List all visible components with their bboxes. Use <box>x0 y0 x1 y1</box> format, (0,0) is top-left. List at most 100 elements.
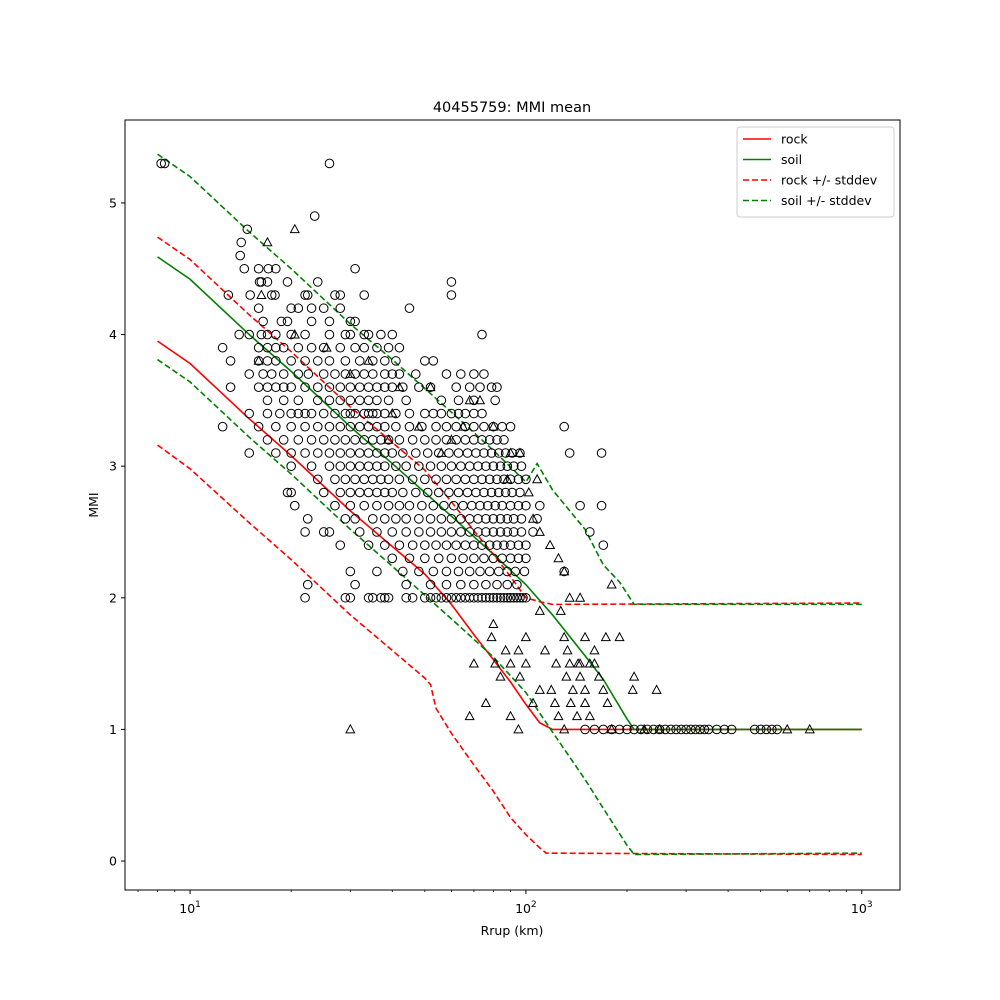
triangle-point <box>527 697 539 707</box>
circle-point <box>475 500 485 511</box>
triangle-point <box>505 658 516 668</box>
circle-point <box>411 448 421 458</box>
circle-point <box>513 474 524 485</box>
circle-point <box>253 263 264 274</box>
circle-point <box>473 527 483 537</box>
triangle-point <box>505 710 516 721</box>
circle-point <box>368 408 378 419</box>
circle-point <box>404 553 415 564</box>
circle-point <box>217 421 228 432</box>
circle-point <box>306 303 317 314</box>
circle-point <box>156 158 166 169</box>
circle-point <box>324 448 335 458</box>
circle-point <box>379 540 390 550</box>
circle-point <box>420 540 430 550</box>
circle-point <box>376 474 386 485</box>
circle-point <box>420 553 430 564</box>
triangle-point <box>606 723 617 734</box>
circle-point <box>394 540 405 550</box>
circle-point <box>276 316 287 327</box>
circle-point <box>324 356 335 366</box>
circle-point <box>492 540 502 550</box>
circle-point <box>711 724 722 735</box>
circle-point <box>286 408 296 419</box>
circle-point <box>484 592 495 603</box>
circle-point <box>479 448 489 458</box>
circle-point <box>306 408 317 419</box>
circle-point <box>391 408 401 419</box>
circle-point <box>585 527 595 537</box>
circle-point <box>404 421 415 432</box>
circle-point <box>340 474 351 485</box>
circle-point <box>436 461 447 471</box>
circle-point <box>475 566 485 577</box>
circle-point <box>767 724 777 735</box>
circle-point <box>350 579 360 590</box>
x-axis-label: Rrup (km) <box>481 923 544 938</box>
circle-point <box>335 290 346 300</box>
circle-point <box>513 540 524 550</box>
circle-point <box>350 369 360 379</box>
circle-point <box>451 382 461 393</box>
circle-point <box>335 421 346 432</box>
circle-point <box>242 224 253 235</box>
circle-point <box>239 263 250 274</box>
circle-point <box>681 724 691 735</box>
circle-point <box>359 290 370 300</box>
triangle-point <box>579 631 591 642</box>
circle-point <box>492 474 502 485</box>
triangle-point <box>394 381 405 392</box>
circle-point <box>444 448 454 458</box>
circle-point <box>330 369 340 379</box>
circle-point <box>387 487 398 498</box>
circle-point <box>441 566 452 577</box>
circle-point <box>306 342 317 353</box>
circle-point <box>755 724 766 735</box>
circle-point <box>516 461 527 471</box>
circle-point <box>324 158 335 169</box>
circle-point <box>394 435 405 445</box>
circle-point <box>481 514 491 524</box>
circle-point <box>502 579 513 590</box>
circle-point <box>394 342 405 353</box>
circle-point <box>420 592 430 603</box>
triangle-point <box>495 671 506 681</box>
circle-point <box>505 540 516 550</box>
circle-point <box>293 342 304 353</box>
triangle-point <box>593 671 605 681</box>
circle-point <box>225 356 236 366</box>
circle-point <box>318 369 329 379</box>
triangle-point <box>505 447 516 457</box>
circle-point <box>340 369 351 379</box>
circle-point <box>302 514 313 524</box>
circle-point <box>453 408 464 419</box>
circle-point <box>469 369 479 379</box>
circle-point <box>479 369 489 379</box>
circle-point <box>493 448 504 458</box>
circle-point <box>372 408 382 419</box>
circle-point <box>425 579 436 590</box>
circle-point <box>379 461 390 471</box>
circle-point <box>469 579 479 590</box>
circle-point <box>481 592 491 603</box>
circle-point <box>271 356 281 366</box>
circle-point <box>451 474 461 485</box>
circle-point <box>286 448 296 458</box>
circle-point <box>401 527 411 537</box>
circle-point <box>318 303 329 314</box>
circle-point <box>486 448 497 458</box>
circle-point <box>479 421 489 432</box>
circle-point <box>431 592 441 603</box>
triangle-point <box>579 697 591 707</box>
circle-point <box>312 448 323 458</box>
circle-point <box>330 435 340 445</box>
circle-point <box>225 382 236 393</box>
circle-point <box>266 369 277 379</box>
circle-point <box>286 382 296 393</box>
triangle-point <box>553 710 564 721</box>
circle-point <box>340 435 351 445</box>
triangle-point <box>564 592 575 602</box>
circle-point <box>340 408 351 419</box>
y-tick-label: 5 <box>109 195 117 210</box>
